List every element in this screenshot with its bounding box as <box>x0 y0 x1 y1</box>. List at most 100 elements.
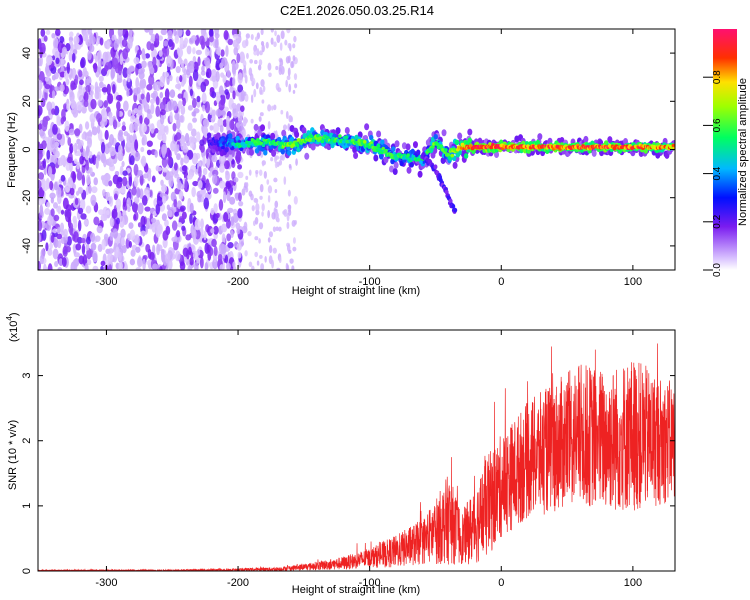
noise-blob <box>74 197 79 206</box>
noise-blob <box>158 50 163 57</box>
noise-blob <box>261 203 265 212</box>
noise-blob <box>167 30 173 39</box>
noise-blob <box>109 217 115 228</box>
noise-blob <box>94 81 99 93</box>
noise-blob <box>112 228 118 239</box>
noise-blob <box>173 29 177 37</box>
noise-blob <box>155 96 160 106</box>
noise-blob <box>85 236 91 245</box>
noise-blob <box>84 121 90 130</box>
noise-blob <box>159 75 165 88</box>
noise-blob <box>142 173 149 179</box>
noise-blob <box>53 72 59 80</box>
noise-blob <box>251 205 255 212</box>
noise-blob <box>259 254 263 259</box>
noise-blob <box>209 125 214 131</box>
ridge-blob <box>228 133 233 139</box>
noise-blob <box>127 38 133 50</box>
noise-blob <box>45 242 49 252</box>
noise-blob <box>257 64 262 71</box>
noise-blob <box>232 261 236 268</box>
noise-blob <box>227 242 234 249</box>
noise-blob <box>154 149 158 158</box>
noise-blob <box>182 97 186 107</box>
noise-blob <box>189 88 194 97</box>
noise-blob <box>154 128 159 134</box>
colorbar-label: Normalized spectral amplitude <box>737 78 749 226</box>
noise-blob <box>69 222 74 234</box>
ridge-blob <box>416 149 421 156</box>
noise-blob <box>243 221 248 231</box>
noise-blob <box>99 37 104 46</box>
noise-blob <box>176 153 181 161</box>
noise-blob <box>68 128 75 136</box>
noise-blob <box>214 39 219 49</box>
noise-blob <box>140 123 147 133</box>
noise-blob <box>181 225 186 232</box>
noise-blob <box>237 120 244 132</box>
noise-blob <box>66 208 72 219</box>
noise-blob <box>169 74 173 82</box>
noise-blob <box>100 265 104 270</box>
noise-blob <box>260 79 265 87</box>
noise-blob <box>56 133 63 141</box>
noise-blob <box>273 104 277 111</box>
noise-blob <box>44 84 51 90</box>
noise-blob <box>282 210 287 215</box>
noise-blob <box>98 209 105 216</box>
ridge-blob <box>289 125 295 133</box>
noise-blob <box>38 179 42 189</box>
noise-blob <box>255 203 260 212</box>
noise-blob <box>245 33 250 39</box>
noise-blob <box>267 237 271 243</box>
noise-blob <box>192 117 198 123</box>
noise-blob <box>199 256 204 269</box>
noise-blob <box>73 158 78 164</box>
noise-blob <box>191 111 196 117</box>
noise-blob <box>225 262 231 270</box>
noise-blob <box>122 170 128 177</box>
noise-blob <box>201 92 207 104</box>
noise-blob <box>204 261 209 270</box>
noise-blob <box>244 250 248 257</box>
noise-blob <box>42 158 47 169</box>
noise-blob <box>182 145 189 153</box>
noise-blob <box>118 129 124 137</box>
noise-blob <box>115 182 122 189</box>
noise-blob <box>91 186 98 194</box>
noise-blob <box>133 213 137 221</box>
noise-blob <box>38 172 45 180</box>
noise-blob <box>105 191 111 202</box>
noise-blob <box>40 97 46 108</box>
noise-blob <box>163 40 169 47</box>
noise-blob <box>151 222 157 233</box>
ridge-blob <box>410 148 415 155</box>
noise-blob <box>294 83 298 89</box>
noise-blob <box>81 133 86 140</box>
noise-blob <box>288 209 292 216</box>
noise-blob <box>135 187 141 199</box>
noise-blob <box>133 196 140 204</box>
noise-blob <box>271 259 274 269</box>
noise-blob <box>295 158 298 166</box>
noise-blob <box>106 83 111 96</box>
noise-blob <box>186 202 191 213</box>
noise-blob <box>47 215 54 226</box>
noise-blob <box>60 116 65 125</box>
noise-blob <box>148 74 155 86</box>
noise-blob <box>61 108 66 120</box>
noise-blob <box>66 62 71 74</box>
noise-blob <box>248 190 253 197</box>
noise-blob <box>292 43 296 49</box>
noise-blob <box>256 260 260 266</box>
noise-blob <box>87 29 93 35</box>
noise-blob <box>184 132 190 144</box>
snr-xlabel: Height of straight line (km) <box>292 584 420 596</box>
noise-blob <box>56 226 61 234</box>
noise-blob <box>202 118 210 128</box>
noise-blob <box>141 155 147 167</box>
noise-blob <box>272 247 277 254</box>
noise-blob <box>229 196 236 205</box>
